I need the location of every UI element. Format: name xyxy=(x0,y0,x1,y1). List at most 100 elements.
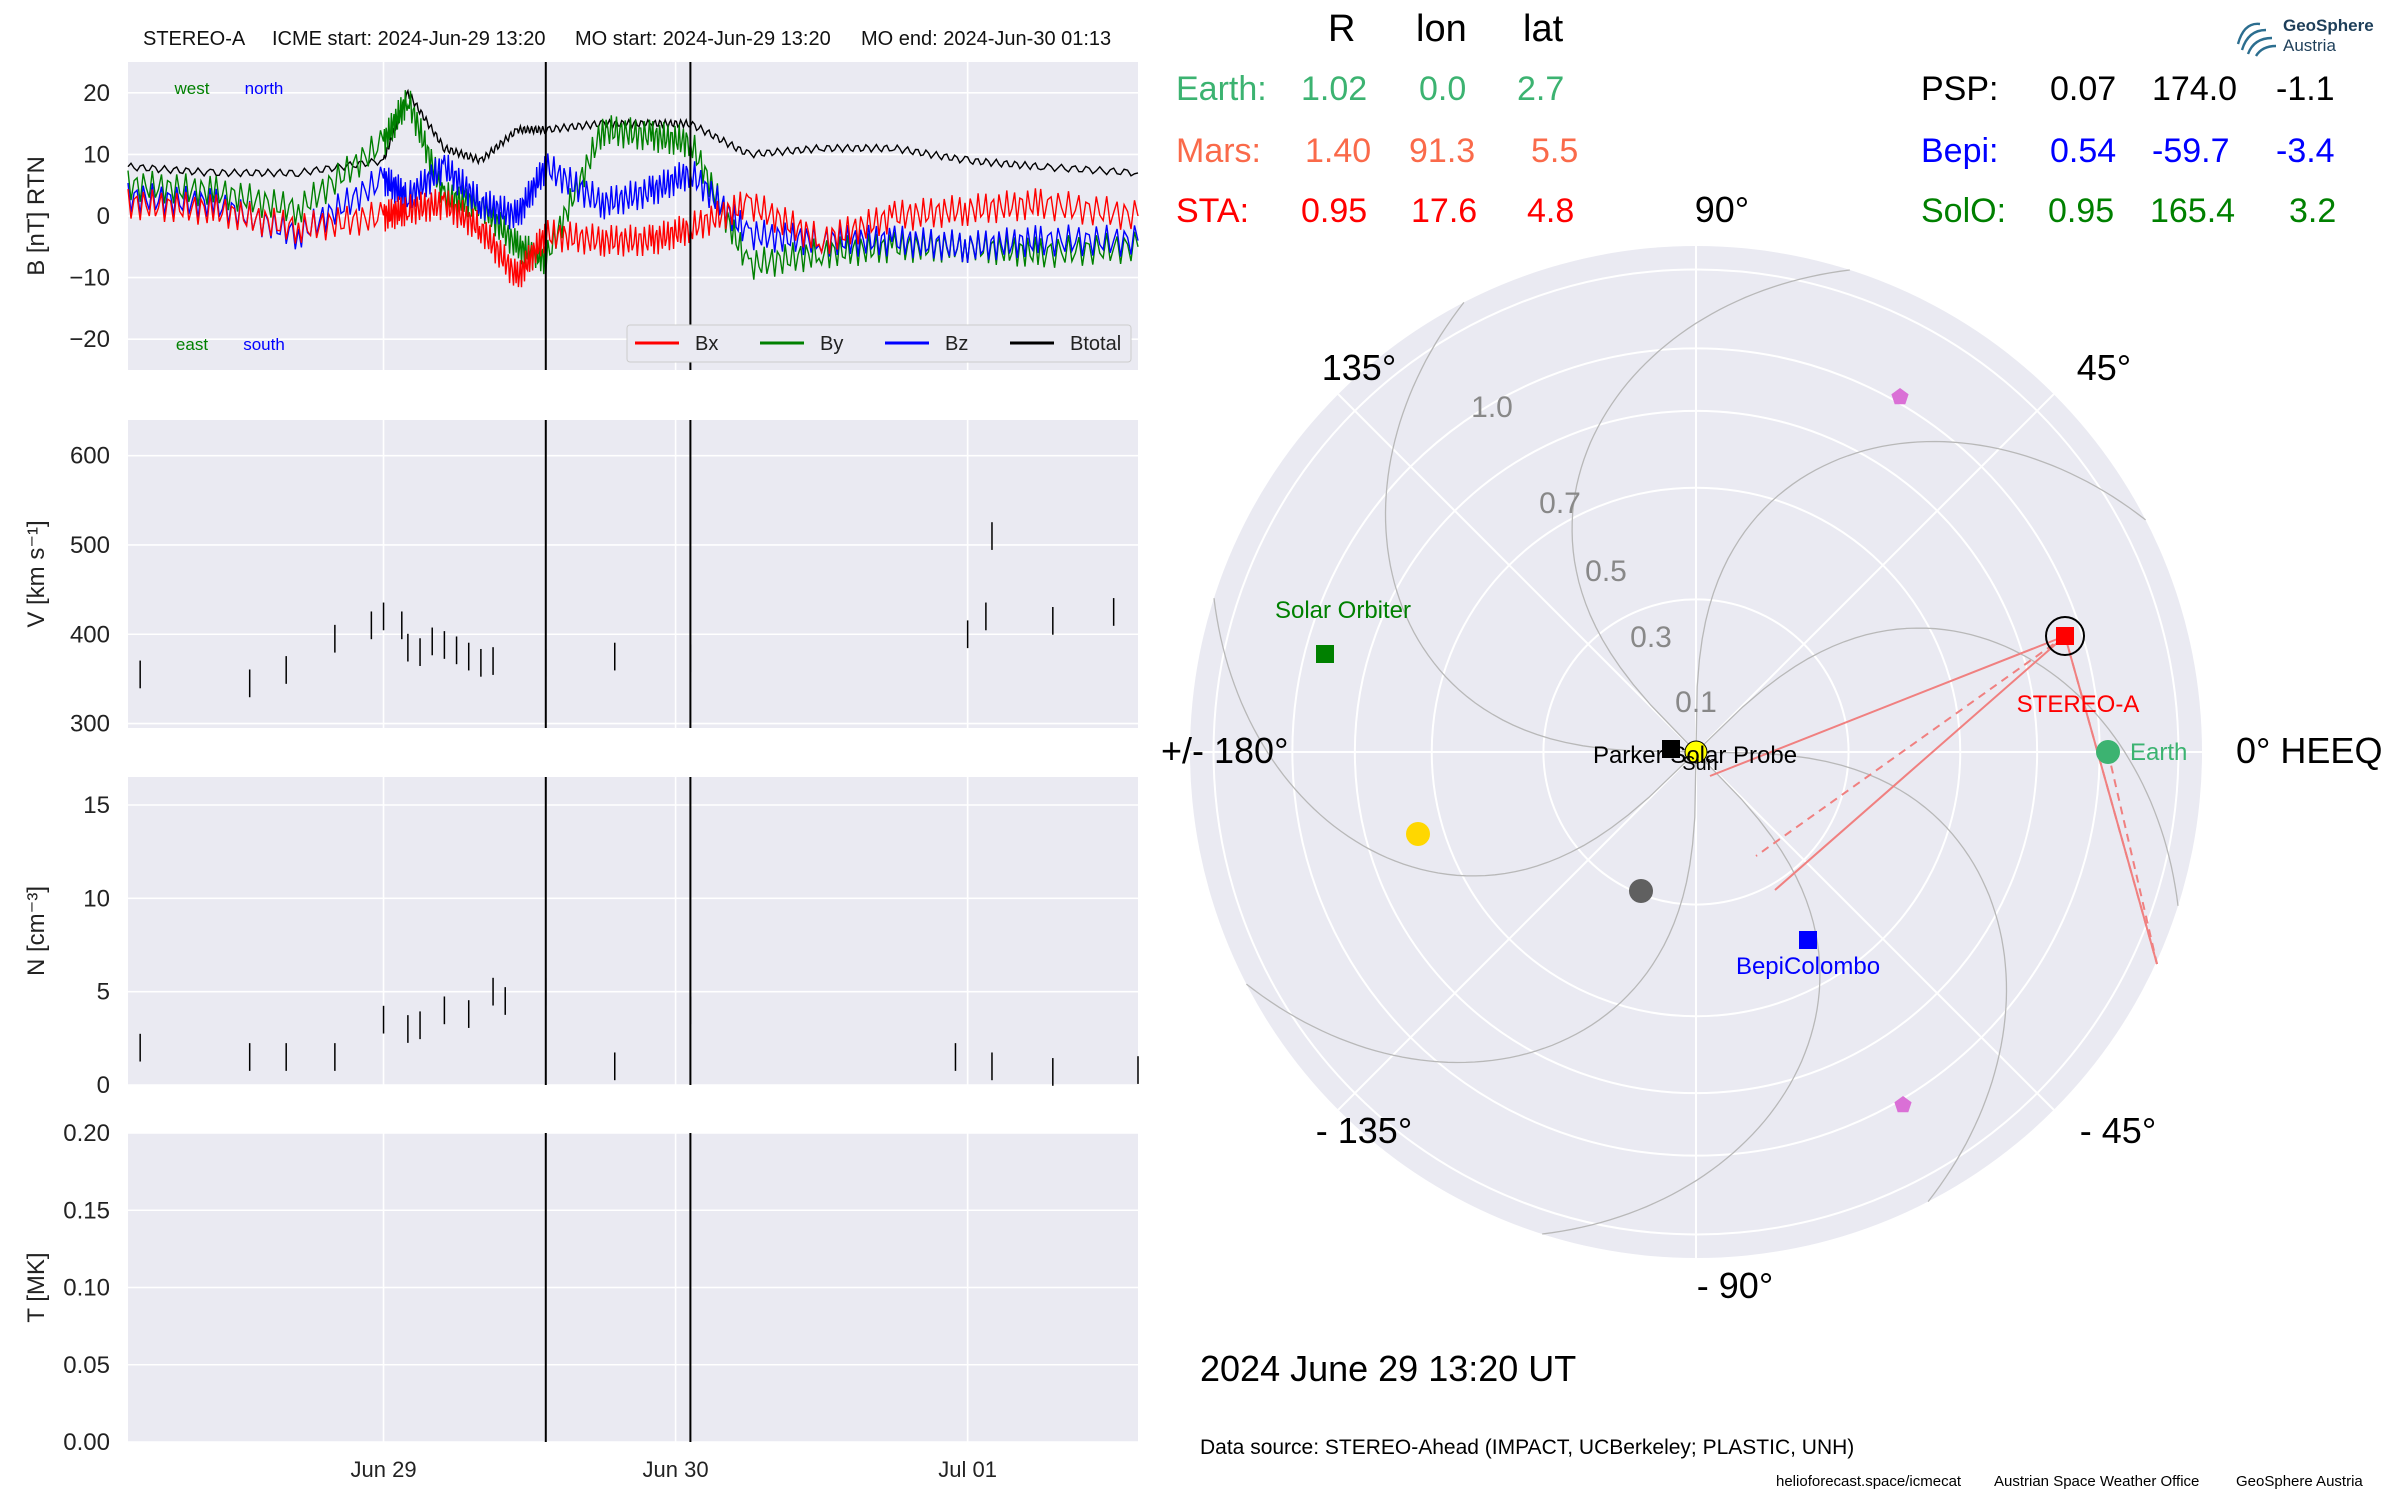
field-line xyxy=(1774,635,2066,891)
solo-label: SolO: xyxy=(1921,192,2007,230)
parker-spiral xyxy=(1384,302,1697,753)
marker-solar-orbiter xyxy=(1316,645,1334,663)
series-by xyxy=(127,90,1139,280)
mars-lat: 5.5 xyxy=(1531,132,1579,170)
psp-r: 0.07 xyxy=(2050,70,2117,108)
y-tick-label: 0 xyxy=(97,1072,110,1099)
solo-r: 0.95 xyxy=(2048,192,2115,230)
footer-org: GeoSphere Austria xyxy=(2236,1473,2363,1490)
field-line xyxy=(1755,635,2066,857)
label-sun: Sun xyxy=(1682,753,1718,775)
legend-label: Btotal xyxy=(1070,333,1121,355)
y-tick-label: 0.20 xyxy=(63,1120,110,1147)
x-tick-label: Jun 29 xyxy=(351,1457,417,1482)
series-bz xyxy=(127,153,1139,263)
label-psp: Parker Solar Probe xyxy=(1593,742,1797,769)
col-header-lat: lat xyxy=(1523,8,1564,50)
sta-r: 0.95 xyxy=(1301,192,1368,230)
polar-position-plot: 0.10.30.5 0.7 1.0 90° 45° 0° HEEQ - 45° - 90° - … xyxy=(1161,189,2382,1306)
marker-psp xyxy=(1662,740,1680,758)
col-header-lon: lon xyxy=(1416,8,1467,50)
radial-ring xyxy=(1212,268,2180,1236)
angle-label: +/- 180° xyxy=(1161,730,1288,771)
parker-spiral xyxy=(1695,440,2146,753)
b-legend: Bx By Bz Btotal xyxy=(626,324,1132,363)
parker-spiral xyxy=(1213,598,1697,877)
solo-lat: 3.2 xyxy=(2289,192,2337,230)
panel-2: 600 500 400 300 V [km s⁻¹] xyxy=(23,420,1138,738)
series-bx xyxy=(127,188,1139,288)
header-spacecraft: STEREO-A xyxy=(143,28,246,50)
marker-earth xyxy=(2096,740,2120,764)
footer-office: Austrian Space Weather Office xyxy=(1994,1473,2200,1490)
parker-spiral xyxy=(1542,751,1821,1235)
y-tick-label: −10 xyxy=(69,265,110,292)
earth-lon: 0.0 xyxy=(1419,70,1467,108)
psp-lat: -1.1 xyxy=(2276,70,2335,108)
angular-gridline xyxy=(1337,751,1697,1111)
marker-sun xyxy=(1684,740,1708,764)
y-tick-label: 0 xyxy=(97,203,110,230)
radial-label: 0.1 xyxy=(1675,686,1717,719)
radial-label: 0.7 xyxy=(1539,487,1581,520)
bepi-lon: -59.7 xyxy=(2152,132,2230,170)
solo-lon: 165.4 xyxy=(2150,192,2236,230)
parker-spiral xyxy=(1695,751,2008,1202)
radial-label: 1.0 xyxy=(1471,391,1513,424)
annot-east: east xyxy=(176,335,208,354)
geosphere-logo-icon xyxy=(2236,22,2277,57)
panel-background xyxy=(128,420,1138,728)
radial-label: 0.3 xyxy=(1630,621,1672,654)
annot-south: south xyxy=(243,335,285,354)
psp-lon: 174.0 xyxy=(2152,70,2238,108)
mars-label: Mars: xyxy=(1176,132,1261,170)
angular-gridline xyxy=(1695,751,2055,1111)
sta-lat: 4.8 xyxy=(1527,192,1575,230)
y-tick-label: 15 xyxy=(83,792,110,819)
x-tick-label: Jun 30 xyxy=(643,1457,709,1482)
mars-lon: 91.3 xyxy=(1409,132,1476,170)
marker-stereo-a xyxy=(2056,627,2074,645)
legend-box xyxy=(626,324,1132,363)
angle-label: - 90° xyxy=(1697,1265,1773,1306)
y-tick-label: 0.00 xyxy=(63,1429,110,1456)
sta-lon: 17.6 xyxy=(1411,192,1478,230)
marker-comet xyxy=(1891,388,1909,405)
y-tick-label: 500 xyxy=(70,532,110,559)
annot-west: west xyxy=(174,79,210,98)
angle-label: 0° HEEQ xyxy=(2236,730,2382,771)
col-header-r: R xyxy=(1328,8,1356,50)
bepi-lat: -3.4 xyxy=(2276,132,2335,170)
bepi-r: 0.54 xyxy=(2050,132,2117,170)
legend-label: Bz xyxy=(945,333,968,355)
legend-label: By xyxy=(820,333,843,355)
panel-1: 20 10 0 −10 −20 B [nT] RTN xyxy=(23,62,1139,370)
radial-ring xyxy=(1353,409,2039,1095)
header-icme-start: ICME start: 2024-Jun-29 13:20 xyxy=(272,28,546,50)
parker-spiral xyxy=(1695,627,2179,906)
earth-label: Earth: xyxy=(1176,70,1267,108)
y-tick-label: 5 xyxy=(97,979,110,1006)
angle-label: 135° xyxy=(1322,347,1396,388)
parker-spiral xyxy=(1246,751,1697,1064)
radial-ring xyxy=(1430,486,1962,1018)
angle-label: 90° xyxy=(1695,189,1749,230)
y-tick-label: 300 xyxy=(70,711,110,738)
bepi-label: Bepi: xyxy=(1921,132,1999,170)
marker-comet xyxy=(1894,1096,1912,1113)
mars-r: 1.40 xyxy=(1305,132,1372,170)
label-stereo-a: STEREO-A xyxy=(2017,691,2140,718)
label-solar-orbiter: Solar Orbiter xyxy=(1275,597,1411,624)
stereo-a-ring xyxy=(2045,616,2085,656)
timeseries-plots: 20 10 0 −10 −20 B [nT] RTN 600 500 400 300 V [km s… xyxy=(23,62,1139,1482)
marker-bepi xyxy=(1799,931,1817,949)
earth-lat: 2.7 xyxy=(1517,70,1565,108)
field-line xyxy=(1709,635,2066,777)
y-tick-label: 600 xyxy=(70,443,110,470)
x-tick-label: Jul 01 xyxy=(938,1457,997,1482)
y-tick-label: 10 xyxy=(83,141,110,168)
y-tick-label: 0.05 xyxy=(63,1352,110,1379)
y-tick-label: 0.15 xyxy=(63,1197,110,1224)
angular-gridline xyxy=(1337,393,1697,753)
y-axis-label: V [km s⁻¹] xyxy=(23,520,50,627)
